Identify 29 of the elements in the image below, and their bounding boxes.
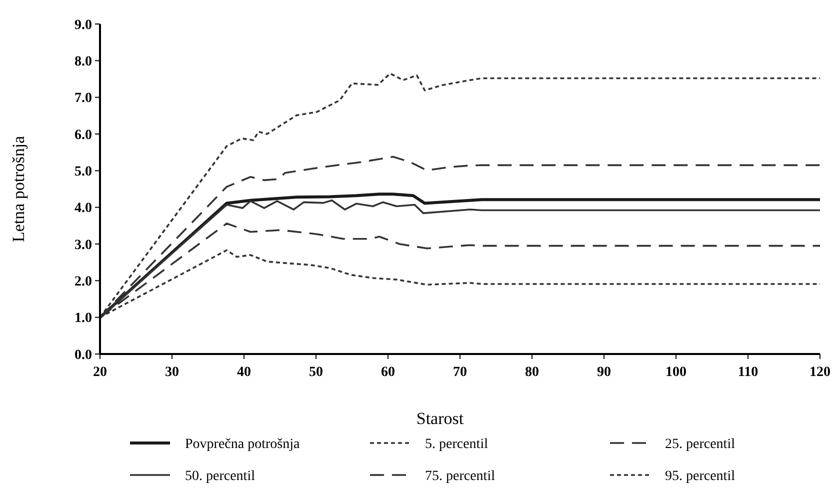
x-axis-title: Starost bbox=[416, 409, 464, 428]
x-tick-label: 50 bbox=[309, 365, 323, 380]
y-axis-title: Letna potrošnja bbox=[9, 135, 28, 242]
x-tick-label: 70 bbox=[453, 365, 467, 380]
y-tick-label: 5.0 bbox=[74, 164, 92, 180]
x-tick-label: 90 bbox=[597, 365, 611, 380]
x-tick-label: 120 bbox=[810, 365, 830, 380]
y-tick-label: 3.0 bbox=[74, 238, 92, 253]
x-tick-label: 100 bbox=[666, 365, 686, 380]
y-tick-label: 9.0 bbox=[74, 18, 92, 33]
y-tick-label: 6.0 bbox=[74, 128, 92, 143]
x-tick-label: 110 bbox=[738, 365, 758, 380]
legend-label: Povprečna potrošnja bbox=[185, 436, 300, 452]
x-tick-label: 40 bbox=[237, 365, 251, 380]
y-tick-label: 2.0 bbox=[74, 274, 92, 290]
x-tick-label: 80 bbox=[525, 365, 539, 380]
y-tick-label: 8.0 bbox=[74, 54, 92, 70]
legend-label: 75. percentil bbox=[425, 468, 496, 484]
y-tick-label: 1.0 bbox=[74, 311, 92, 326]
y-tick-label: 0.0 bbox=[74, 348, 92, 363]
legend-label: 95. percentil bbox=[665, 468, 736, 484]
y-tick-label: 4.0 bbox=[74, 201, 92, 216]
x-tick-label: 60 bbox=[381, 365, 395, 380]
legend-label: 5. percentil bbox=[425, 436, 488, 452]
y-tick-label: 7.0 bbox=[74, 91, 92, 106]
x-tick-label: 30 bbox=[165, 365, 179, 380]
legend-label: 50. percentil bbox=[185, 468, 256, 484]
legend-label: 25. percentil bbox=[665, 436, 736, 452]
x-tick-label: 20 bbox=[93, 365, 107, 380]
